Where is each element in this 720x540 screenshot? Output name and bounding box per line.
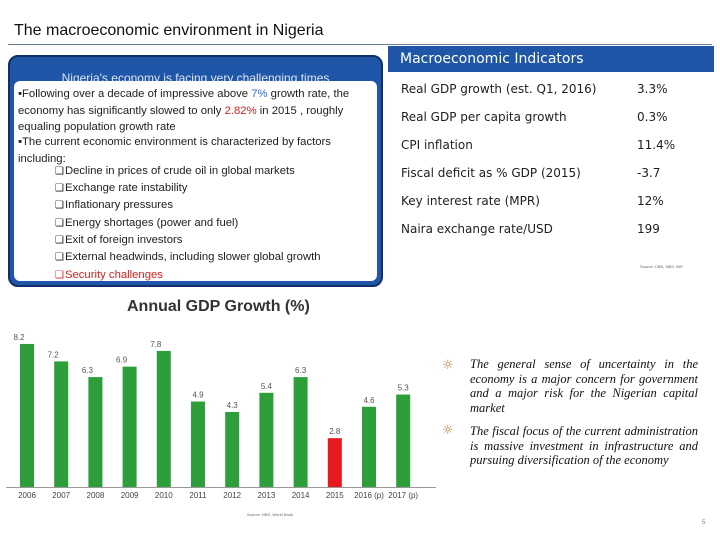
indicator-value: 0.3%: [637, 110, 668, 124]
indicator-label: Real GDP growth (est. Q1, 2016): [401, 82, 597, 96]
note-uncertainty: The general sense of uncertainty in the …: [470, 357, 698, 415]
factor-item: ❑Decline in prices of crude oil in globa…: [55, 165, 295, 177]
bar-2011: [191, 401, 205, 487]
x-tick-label: 2012: [223, 491, 241, 500]
growth-highlight-7: 7%: [251, 88, 268, 100]
chart-title: Annual GDP Growth (%): [127, 298, 310, 315]
value-label: 8.2: [13, 333, 25, 342]
indicator-row: Real GDP per capita growth 0.3%: [388, 104, 714, 131]
value-label: 4.3: [227, 401, 239, 410]
factor-item: ❑Security challenges: [55, 269, 163, 281]
indicator-value: 12%: [637, 194, 664, 208]
x-tick-label: 2013: [258, 491, 276, 500]
bar-2009: [122, 366, 137, 487]
checkbox-icon: ❑: [55, 218, 64, 229]
indicator-row: Real GDP growth (est. Q1, 2016) 3.3%: [388, 76, 714, 103]
x-tick-label: 2006: [18, 491, 36, 500]
bullet-growth-prefix: ▪Following over a decade of impressive a…: [18, 88, 252, 100]
checkbox-icon: ❑: [55, 252, 64, 263]
bar-2007: [54, 361, 69, 487]
indicator-value: 3.3%: [637, 82, 668, 96]
value-label: 7.2: [48, 350, 60, 359]
x-tick-label: 2016 (p): [354, 491, 384, 500]
indicator-label: Real GDP per capita growth: [401, 110, 567, 124]
note-fiscal-focus: The fiscal focus of the current administ…: [470, 424, 698, 468]
bar-2013: [259, 392, 274, 487]
indicators-source: Source: CBN, NBS, IMF: [640, 264, 683, 269]
gdp-growth-chart: 8.2 2006 7.2 2007 6.3 2008 6.9 2009 7.8 2010 4.9 20…: [6, 333, 436, 500]
factor-item: ❑Exit of foreign investors: [55, 234, 183, 246]
bar-2016p: [362, 406, 376, 487]
value-label: 6.3: [82, 366, 94, 375]
bar-2006: [20, 343, 34, 487]
x-tick-label: 2011: [189, 491, 207, 500]
challenges-panel: Nigeria's economy is facing very challen…: [8, 55, 383, 287]
chart-source: Source: NBS, World Bank: [247, 512, 293, 517]
x-tick-label: 2015: [326, 491, 344, 500]
page-number: 5: [702, 520, 706, 526]
x-tick-label: 2017 (p): [388, 491, 418, 500]
value-label: 5.4: [261, 382, 273, 391]
value-label: 2.8: [329, 427, 341, 436]
value-label: 6.9: [116, 356, 128, 365]
checkbox-icon: ❑: [55, 270, 64, 281]
bar-2012: [225, 411, 240, 487]
x-tick-label: 2009: [121, 491, 139, 500]
factor-item: ❑External headwinds, including slower gl…: [55, 251, 321, 263]
indicator-label: Fiscal deficit as % GDP (2015): [401, 166, 581, 180]
bar-2008: [88, 377, 103, 487]
panel-body: [14, 81, 377, 281]
indicator-label: CPI inflation: [401, 138, 473, 152]
bar-2010: [156, 350, 171, 487]
bullet-factors-intro: ▪The current economic environment is cha…: [18, 136, 331, 165]
value-label: 4.6: [363, 396, 375, 405]
bullet-growth-suffix: in 2015 , roughly equaling population gr…: [18, 104, 344, 134]
slide-title: The macroeconomic environment in Nigeria: [14, 22, 324, 39]
factor-item: ❑Energy shortages (power and fuel): [55, 217, 239, 229]
bar-2014: [293, 377, 308, 487]
checkbox-icon: ❑: [55, 200, 64, 211]
checkbox-icon: ❑: [55, 183, 64, 194]
indicator-label: Naira exchange rate/USD: [401, 222, 553, 236]
title-divider: [8, 44, 712, 45]
indicator-row: Naira exchange rate/USD 199: [388, 216, 714, 243]
bullet-growth-mid: growth rate, the economy has significant…: [18, 88, 350, 117]
indicator-row: Fiscal deficit as % GDP (2015) -3.7: [388, 160, 714, 187]
x-tick-label: 2014: [292, 491, 310, 500]
sun-icon: ☼: [442, 423, 454, 438]
value-label: 4.9: [192, 391, 204, 400]
indicator-value: -3.7: [637, 166, 661, 180]
indicator-row: Key interest rate (MPR) 12%: [388, 188, 714, 215]
factor-item: ❑Exchange rate instability: [55, 182, 188, 194]
bar-2015: [327, 438, 342, 487]
indicator-label: Key interest rate (MPR): [401, 194, 540, 208]
bar-2017p: [396, 394, 411, 487]
value-label: 5.3: [398, 384, 410, 393]
x-tick-label: 2010: [155, 491, 173, 500]
indicator-value: 199: [637, 222, 660, 236]
checkbox-icon: ❑: [55, 235, 64, 246]
indicators-header: Macroeconomic Indicators: [388, 46, 714, 72]
x-tick-label: 2007: [52, 491, 70, 500]
value-label: 6.3: [295, 366, 307, 375]
checkbox-icon: ❑: [55, 166, 64, 177]
growth-highlight-2015: 2.82%: [224, 104, 257, 117]
factor-item: ❑Inflationary pressures: [55, 199, 173, 211]
bullet-growth: ▪Following over a decade of impressive a…: [18, 86, 368, 136]
indicator-value: 11.4%: [637, 138, 676, 152]
value-label: 7.8: [150, 340, 162, 349]
x-tick-label: 2008: [87, 491, 105, 500]
sun-icon: ☼: [442, 358, 454, 373]
indicator-row: CPI inflation 11.4%: [388, 132, 714, 159]
